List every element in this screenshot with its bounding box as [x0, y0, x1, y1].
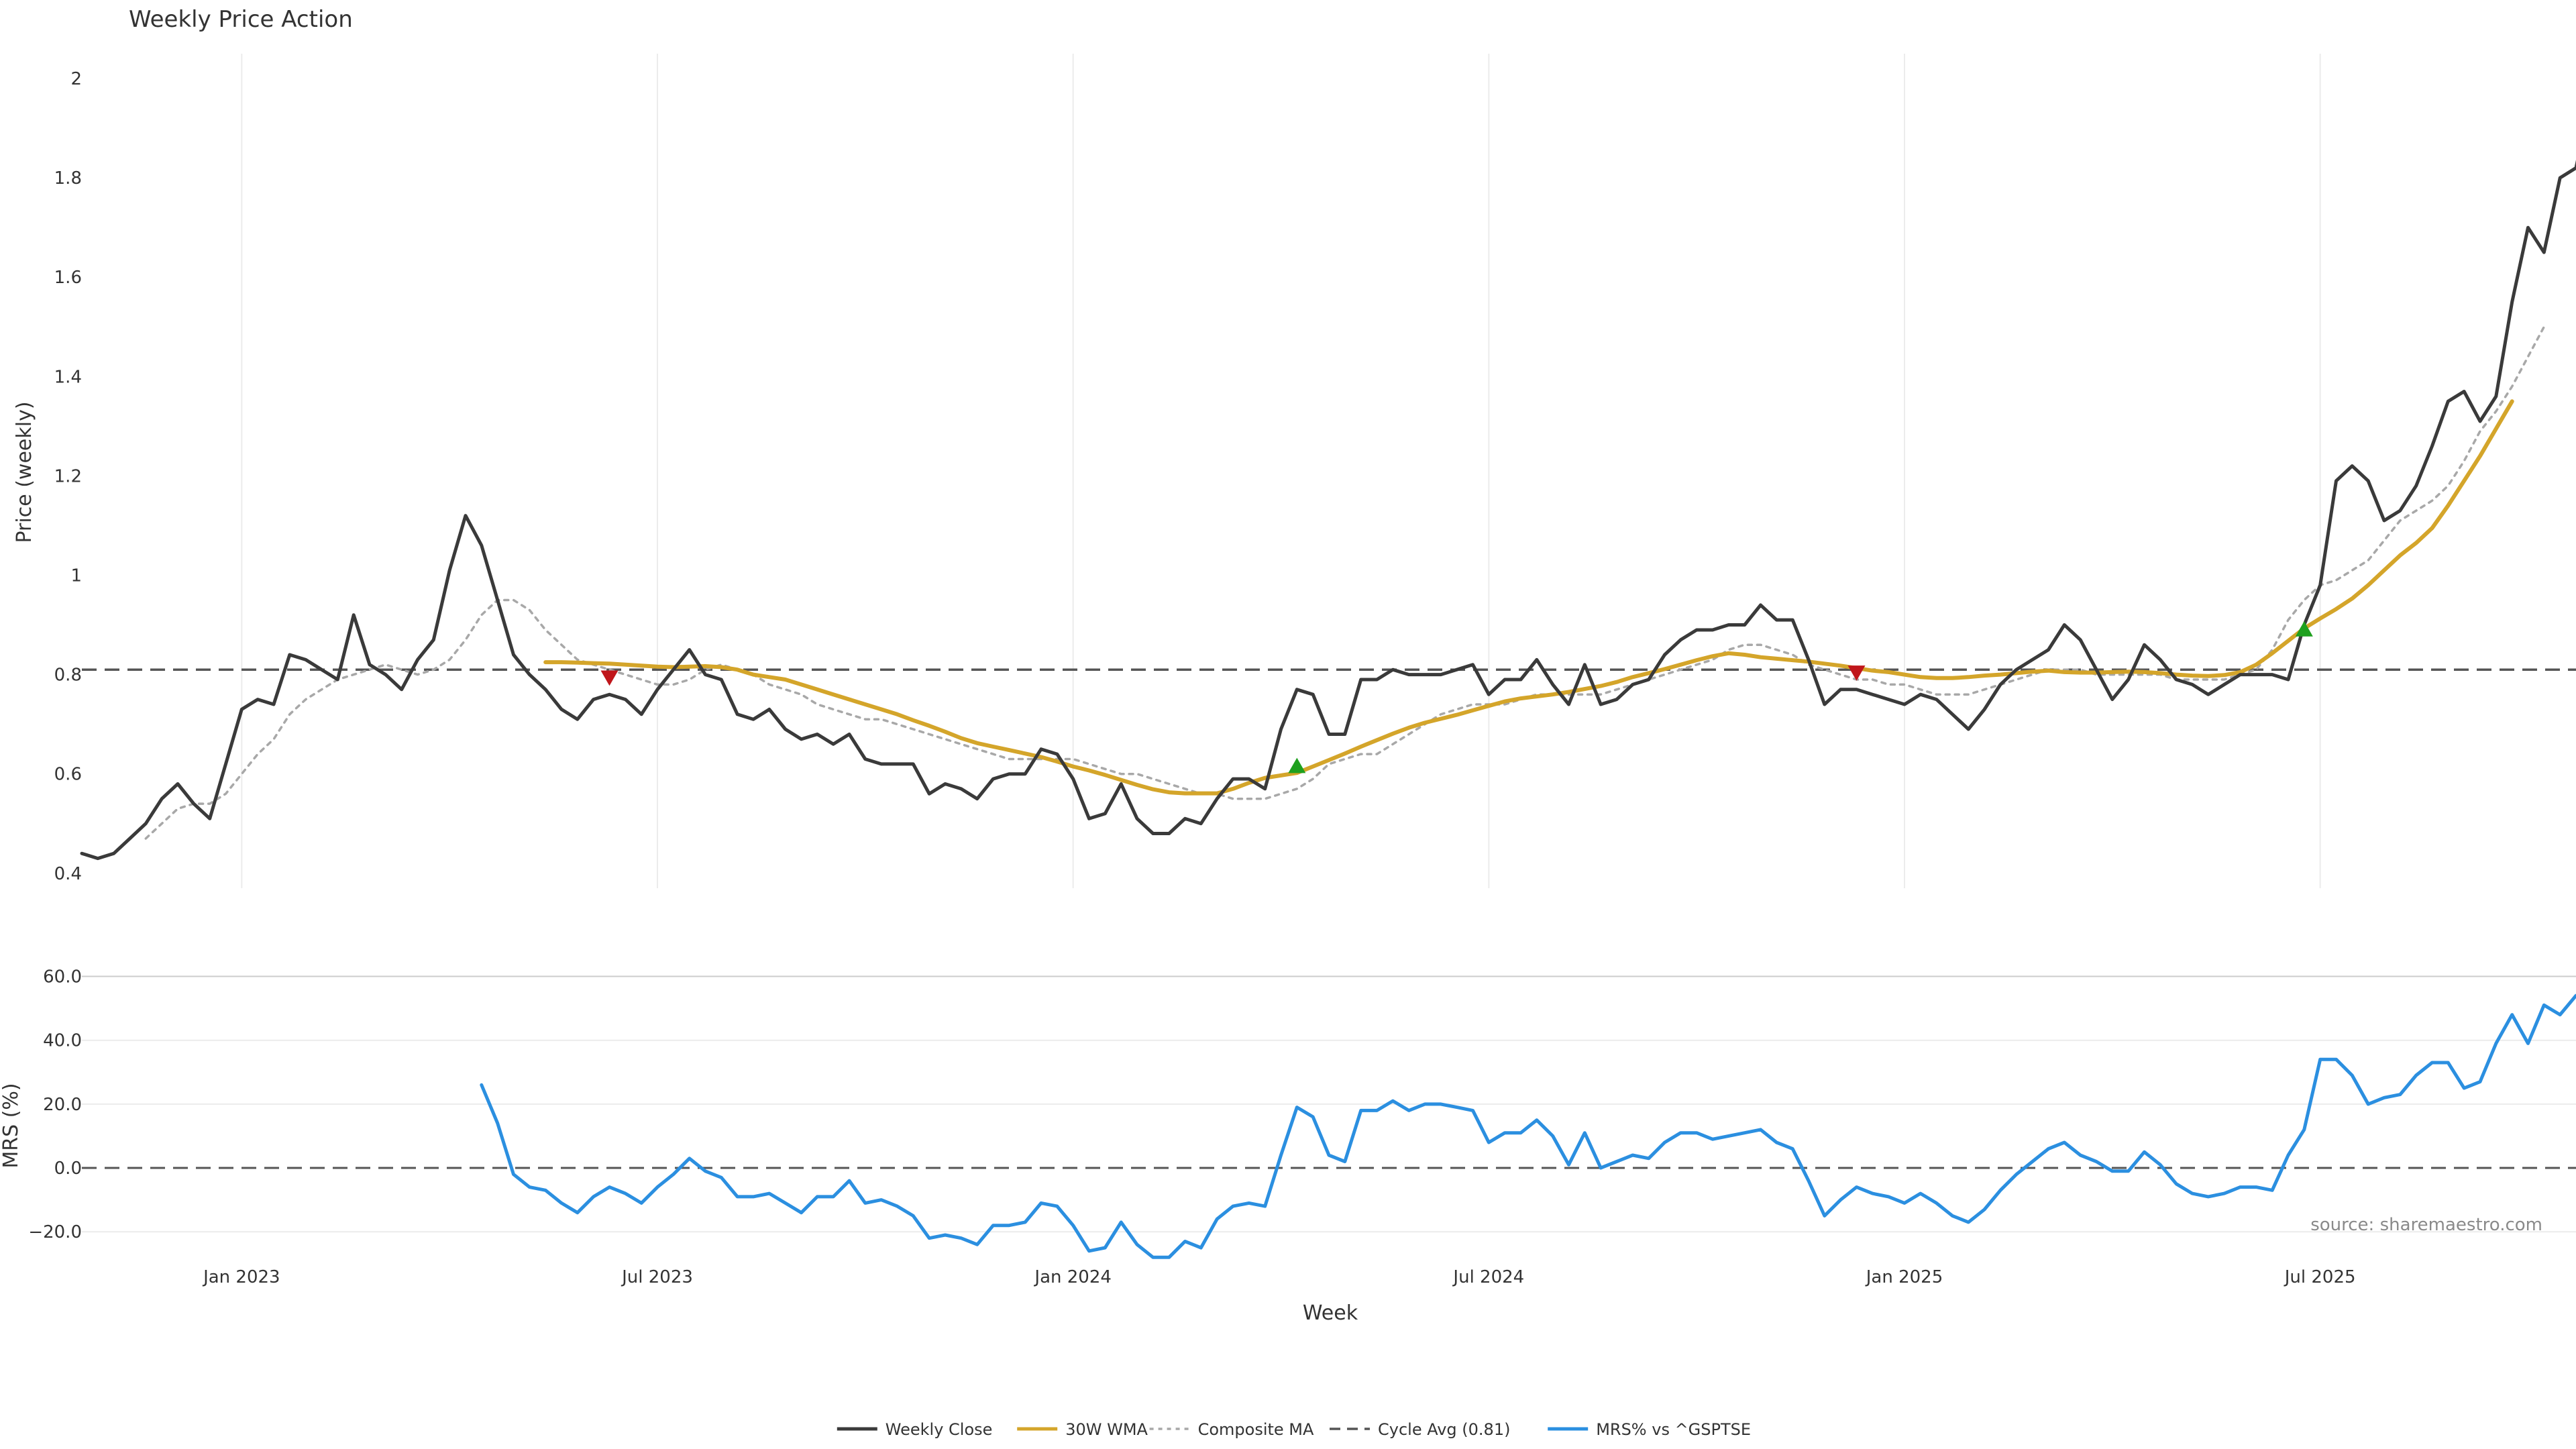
x-tick-label: Jul 2023: [621, 1267, 693, 1287]
x-axis-label: Week: [1303, 1301, 1358, 1325]
chart-title: Weekly Price Action: [129, 6, 353, 33]
sell-signal-marker: [600, 670, 619, 686]
legend-label: Weekly Close: [885, 1420, 993, 1439]
mrs-y-axis-label: MRS (%): [0, 1083, 23, 1168]
price-y-tick-label: 0.6: [54, 765, 82, 785]
weekly-close-line: [80, 160, 2576, 861]
price-y-tick-label: 1: [70, 566, 82, 586]
legend-label: MRS% vs ^GSPTSE: [1596, 1420, 1751, 1439]
legend-item: Composite MA: [1149, 1420, 1314, 1439]
mrs-series: [480, 994, 2576, 1259]
price-y-tick-labels: 0.4 0.6 0.8 1 1.2 1.4 1.6 1.8 2: [54, 69, 82, 884]
legend-item: MRS% vs ^GSPTSE: [1548, 1420, 1751, 1439]
x-tick-label: Jul 2024: [1452, 1267, 1524, 1287]
price-y-tick-label: 0.4: [54, 864, 82, 884]
legend: Weekly Close 30W WMA Composite MA Cycle Avg…: [837, 1420, 1751, 1439]
legend-label: Cycle Avg (0.81): [1378, 1420, 1510, 1439]
legend-item: 30W WMA: [1017, 1420, 1148, 1439]
sell-signal-marker: [1847, 665, 1866, 681]
price-y-tick-label: 1.8: [54, 168, 82, 189]
legend-label: Composite MA: [1198, 1420, 1314, 1439]
x-tick-label: Jul 2025: [2284, 1267, 2356, 1287]
x-tick-label: Jan 2025: [1865, 1267, 1943, 1287]
mrs-panel: −20.0 0.0 20.0 40.0 60.0 MRS (%) source: sha…: [0, 967, 2576, 1259]
signal-markers: [600, 621, 2313, 773]
price-y-tick-label: 1.4: [54, 367, 82, 387]
price-y-tick-label: 2: [70, 69, 82, 89]
x-axis: Jan 2023 Jul 2023 Jan 2024 Jul 2024 Jan 2025…: [202, 1267, 2355, 1287]
buy-signal-marker: [2295, 621, 2313, 637]
mrs-y-tick-label: 60.0: [43, 967, 82, 987]
x-tick-label: Jan 2024: [1033, 1267, 1112, 1287]
price-y-tick-label: 1.2: [54, 466, 82, 486]
price-y-tick-label: 1.6: [54, 268, 82, 288]
mrs-y-tick-label: 20.0: [43, 1095, 82, 1115]
source-note: source: sharemaestro.com: [2310, 1215, 2542, 1235]
price-series: [80, 160, 2576, 861]
price-y-axis-label: Price (weekly): [13, 401, 36, 543]
mrs-y-tick-label: 0.0: [54, 1159, 82, 1179]
mrs-y-tick-label: 40.0: [43, 1031, 82, 1051]
mrs-gridlines: [82, 975, 2576, 1233]
legend-item: Weekly Close: [837, 1420, 993, 1439]
legend-item: Cycle Avg (0.81): [1330, 1420, 1510, 1439]
composite-ma-line: [144, 325, 2546, 840]
x-tick-label: Jan 2023: [202, 1267, 280, 1287]
price-panel: 0.4 0.6 0.8 1 1.2 1.4 1.6 1.8 2 Price (weekly): [13, 54, 2576, 888]
legend-label: 30W WMA: [1065, 1420, 1148, 1439]
mrs-y-tick-labels: −20.0 0.0 20.0 40.0 60.0: [28, 967, 82, 1243]
buy-signal-marker: [1288, 757, 1306, 773]
mrs-line: [480, 994, 2576, 1259]
price-y-tick-label: 0.8: [54, 665, 82, 686]
wma-30w-line: [543, 399, 2514, 796]
price-gridlines: [241, 54, 2321, 888]
mrs-y-tick-label: −20.0: [28, 1222, 82, 1242]
